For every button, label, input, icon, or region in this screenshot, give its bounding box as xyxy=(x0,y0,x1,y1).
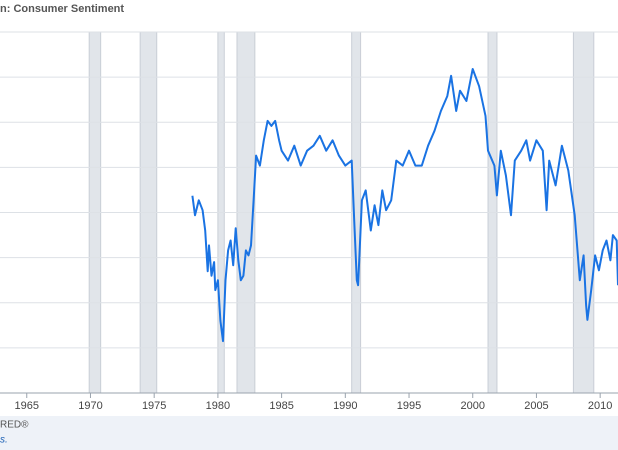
x-tick-label: 1975 xyxy=(142,400,166,412)
data-line xyxy=(191,68,618,343)
x-tick-label: 1970 xyxy=(78,400,102,412)
x-tick-label: 1985 xyxy=(269,400,293,412)
x-tick-label: 2000 xyxy=(460,400,484,412)
x-tick-label: 1965 xyxy=(15,400,39,412)
x-tick-label: 1980 xyxy=(206,400,230,412)
x-tick-label: 2010 xyxy=(588,400,612,412)
x-tick-label: 2005 xyxy=(524,400,548,412)
source-note: RED® xyxy=(0,420,29,431)
x-tick-label: 1990 xyxy=(333,400,357,412)
x-tick-label: 1995 xyxy=(397,400,421,412)
footer-background xyxy=(0,416,618,450)
chart-title: n: Consumer Sentiment xyxy=(0,3,124,15)
plot-area: 1965 1970 1975 1980 1985 1990 1995 2000 2005 2010 xyxy=(0,31,618,412)
recession-note[interactable]: s. xyxy=(0,435,8,446)
